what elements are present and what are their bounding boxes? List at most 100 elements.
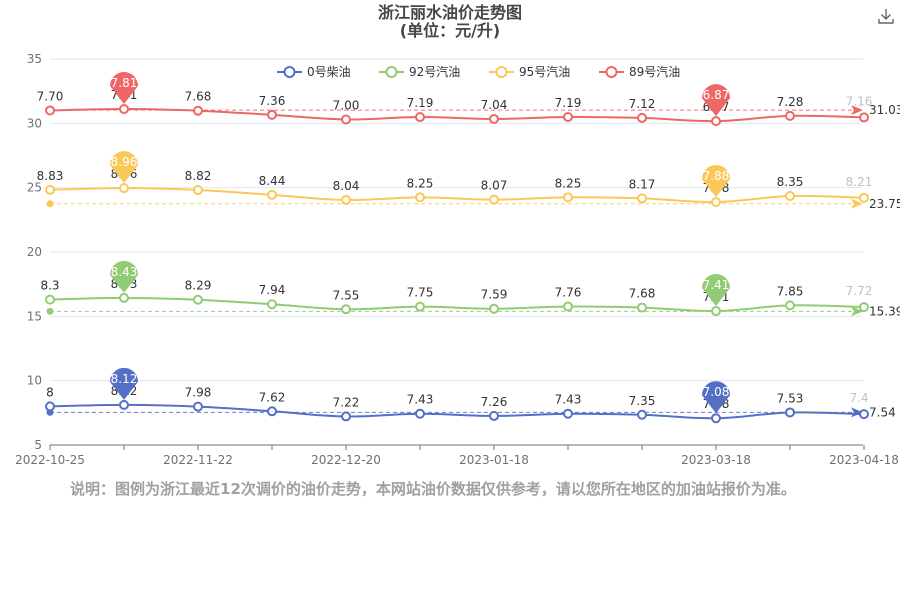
data-label: 8.83	[37, 169, 64, 183]
series-1: 15.39 8.3 8.43 8.29 7.94 7.55 7.75 7.59 7.76 7.68…	[40, 260, 900, 318]
data-label: 7.43	[555, 393, 582, 407]
data-point	[193, 294, 203, 305]
data-label: 7.76	[555, 286, 582, 300]
legend-item-0[interactable]: 0号柴油	[277, 65, 351, 79]
data-label: 8	[46, 385, 54, 399]
min-marker: 7.08	[702, 381, 730, 414]
series-line	[49, 108, 865, 123]
series-3: 31.03 7.70 7.81 7.68 7.36 7.00 7.19 7.04 7.19 7.1…	[37, 72, 900, 127]
pin-shape	[110, 151, 138, 184]
pin-shape	[110, 367, 138, 400]
max-marker: 8.43	[110, 260, 138, 293]
download-icon[interactable]	[876, 6, 896, 26]
data-point	[267, 406, 277, 417]
data-point	[637, 409, 647, 420]
data-label: 7.19	[555, 96, 582, 110]
y-tick-label: 35	[27, 52, 42, 66]
legend-label: 89号汽油	[629, 64, 680, 79]
data-point	[785, 191, 795, 202]
data-label: 7.68	[185, 90, 212, 104]
data-point	[563, 301, 573, 312]
data-point	[711, 306, 721, 317]
data-point	[489, 194, 499, 205]
data-label: 7.98	[185, 386, 212, 400]
pin-label: 6.87	[703, 88, 730, 102]
data-point	[267, 299, 277, 310]
grid-lines	[50, 58, 863, 382]
data-point	[341, 411, 351, 422]
y-tick-label: 30	[27, 116, 42, 130]
data-point	[637, 112, 647, 123]
series-line	[49, 296, 865, 313]
data-point	[637, 193, 647, 204]
avg-arrow	[851, 306, 863, 317]
data-point	[193, 401, 203, 412]
data-point	[45, 184, 55, 195]
data-label: 8.17	[629, 177, 656, 191]
series-0: 7.54 8 8.12 7.98 7.62 7.22 7.43 7.26 7.43 7.35 7.0…	[45, 367, 896, 424]
x-tick-label: 2022-11-22	[163, 453, 233, 467]
data-point	[489, 113, 499, 124]
x-tick-label: 2023-04-18	[829, 453, 899, 467]
data-label: 7.75	[407, 286, 434, 300]
avg-start-dot	[46, 307, 54, 315]
x-tick-label: 2023-01-18	[459, 453, 529, 467]
data-point	[415, 408, 425, 419]
series-layer: 7.54 8 8.12 7.98 7.62 7.22 7.43 7.26 7.43 7.35 7.0…	[37, 72, 900, 424]
data-point	[563, 408, 573, 419]
data-label: 7.72	[846, 284, 873, 298]
y-tick-label: 20	[27, 245, 42, 259]
data-point	[711, 197, 721, 208]
data-label: 7.85	[777, 284, 804, 298]
legend-item-3[interactable]: 89号汽油	[599, 64, 680, 79]
max-marker: 8.12	[110, 367, 138, 400]
data-label: 7.62	[259, 390, 286, 404]
pin-label: 7.81	[111, 76, 138, 90]
x-tick-label: 2022-12-20	[311, 453, 381, 467]
y-tick-label: 15	[27, 309, 42, 323]
pin-label: 7.88	[703, 169, 730, 183]
pin-label: 7.08	[703, 385, 730, 399]
series-2: 23.75 8.83 8.96 8.82 8.44 8.04 8.25 8.07 8.25 8.1…	[37, 151, 900, 211]
data-label: 7.43	[407, 393, 434, 407]
data-point	[859, 192, 869, 203]
data-point	[119, 183, 129, 194]
chart-title: 浙江丽水油价走势图	[377, 3, 522, 22]
legend-label: 95号汽油	[519, 64, 570, 79]
max-marker: 7.81	[110, 72, 138, 105]
data-point	[785, 110, 795, 121]
data-point	[415, 301, 425, 312]
data-point	[859, 112, 869, 123]
y-tick-label: 5	[34, 438, 42, 452]
data-label: 8.25	[407, 176, 434, 190]
data-point	[45, 294, 55, 305]
data-label: 8.44	[259, 174, 286, 188]
data-label: 8.29	[185, 279, 212, 293]
avg-arrow	[851, 105, 863, 116]
avg-label: 7.54	[869, 405, 896, 419]
data-label: 8.04	[333, 179, 360, 193]
data-point	[341, 304, 351, 315]
pin-label: 8.96	[111, 155, 138, 169]
legend-item-2[interactable]: 95号汽油	[489, 64, 570, 79]
pin-shape	[702, 274, 730, 307]
legend-item-1[interactable]: 92号汽油	[379, 64, 460, 79]
data-label: 7.59	[481, 288, 508, 302]
data-label: 7.94	[259, 283, 286, 297]
pin-label: 8.12	[111, 372, 138, 386]
min-marker: 6.87	[702, 84, 730, 117]
avg-start-dot	[46, 200, 54, 208]
data-point	[859, 302, 869, 313]
data-point	[785, 300, 795, 311]
min-marker: 7.88	[702, 165, 730, 198]
data-label: 8.3	[40, 279, 59, 293]
legend-label: 0号柴油	[307, 65, 351, 79]
data-label: 7.70	[37, 89, 64, 103]
data-label: 8.35	[777, 175, 804, 189]
data-label: 7.12	[629, 97, 656, 111]
data-label: 7.68	[629, 287, 656, 301]
legend[interactable]: 0号柴油 92号汽油 95号汽油 89号汽油	[277, 64, 680, 79]
data-label: 7.16	[846, 94, 873, 108]
axes: 5 10 15 20 25 30 35 2022-10-25 2022-11-22 2022-12…	[15, 52, 899, 467]
legend-swatch-dot	[283, 66, 296, 78]
